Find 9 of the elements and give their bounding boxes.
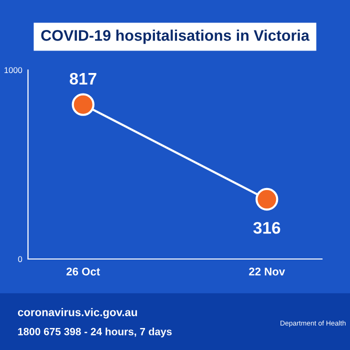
data-label: 316 [253, 222, 280, 234]
data-label: 817 [70, 72, 96, 85]
x-tick-label: 22 Nov [249, 268, 286, 276]
text: coronavirus.vic.gov.au [18, 308, 137, 318]
chart-title: COVID-19 hospitalisations in Victoria [41, 30, 310, 44]
y-tick-label: 0 [18, 256, 22, 262]
text: 1800 675 398 - 24 hours, 7 days [18, 328, 172, 338]
y-tick-label: 1000 [4, 67, 22, 74]
x-tick-label: 26 Oct [66, 268, 100, 276]
